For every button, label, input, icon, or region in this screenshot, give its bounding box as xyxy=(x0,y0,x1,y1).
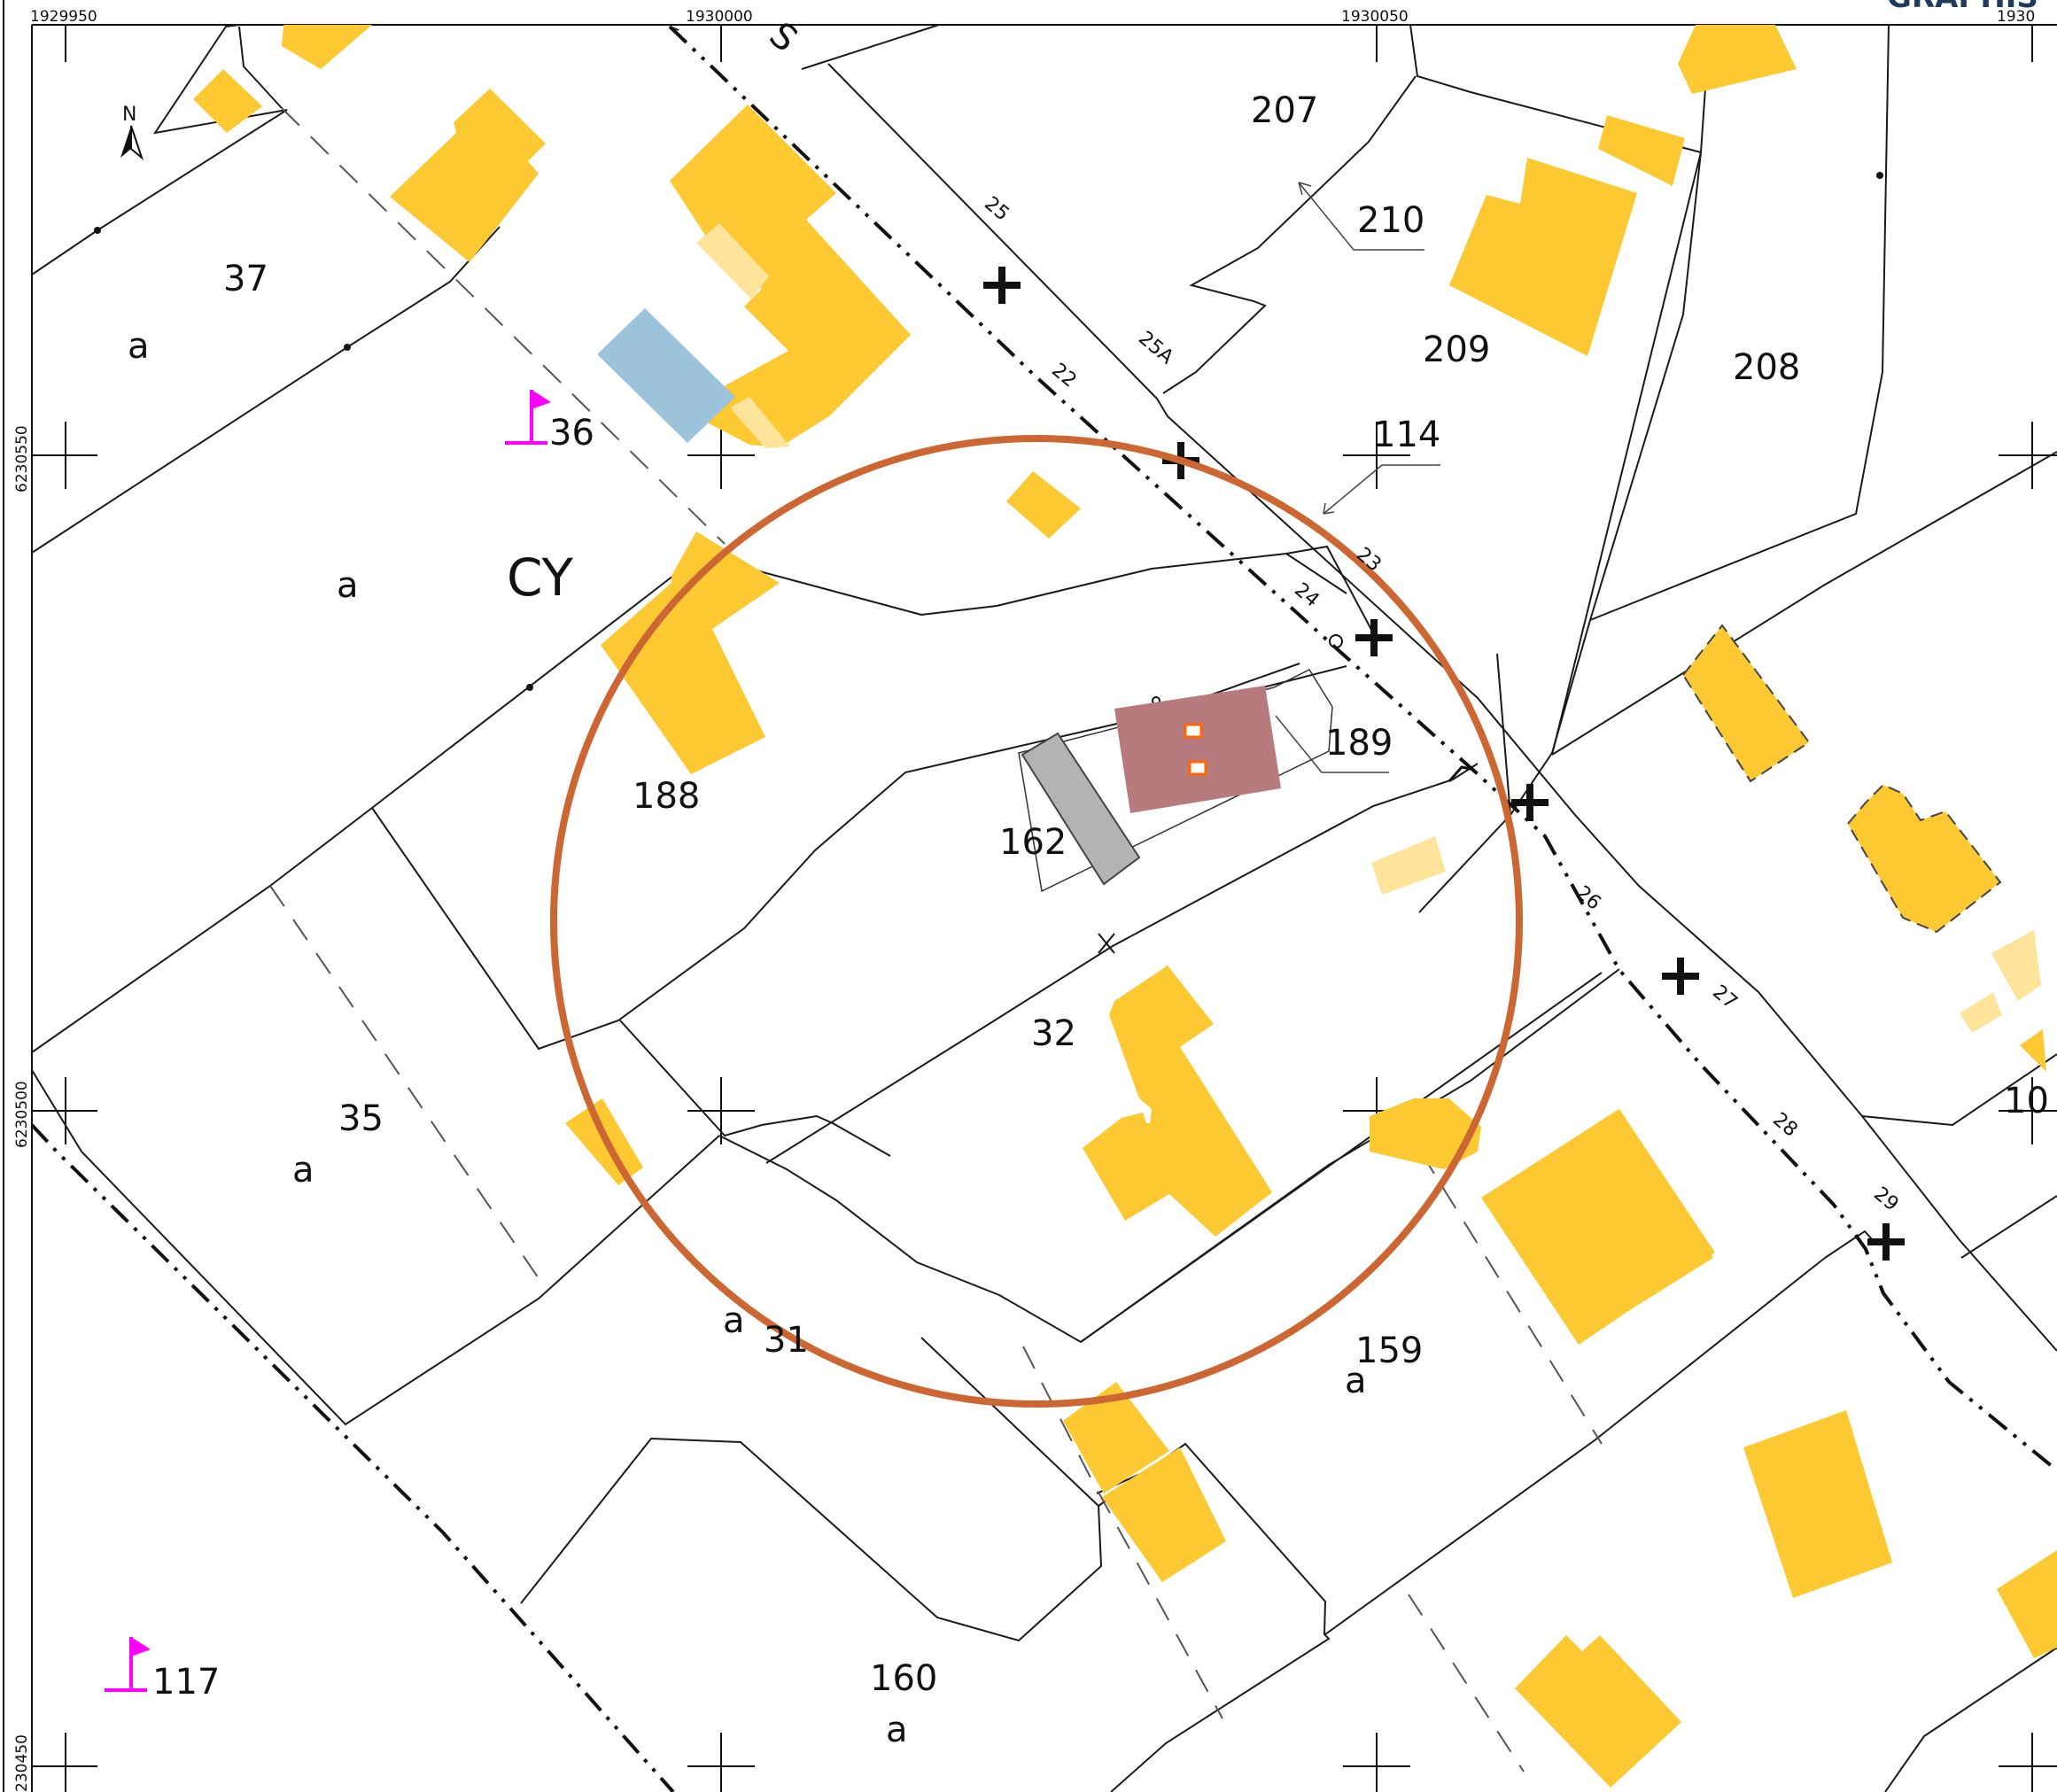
parcel-number: 159 xyxy=(1355,1330,1423,1371)
marker-x xyxy=(1098,933,1115,954)
street-numbers: 25 25A 22 23 24 26 27 28 29 S xyxy=(762,14,1903,1215)
building-light xyxy=(696,223,769,299)
street-number: 27 xyxy=(1708,981,1742,1013)
parcel-number: 32 xyxy=(1031,1013,1076,1054)
parcel-number: 114 xyxy=(1373,415,1440,455)
leader-lines xyxy=(1275,182,1440,773)
building xyxy=(1743,1410,1892,1598)
dashed-boundaries xyxy=(269,107,1603,1773)
parcel-number: 188 xyxy=(633,776,700,817)
parcel-number: 35 xyxy=(338,1098,384,1139)
marker-plus-5 xyxy=(1662,958,1699,995)
parcel-number: 10 xyxy=(2004,1081,2049,1121)
building-light xyxy=(1370,1098,1481,1169)
subparcel-letter: a xyxy=(1345,1361,1367,1401)
subparcel-letters: a a a a a a xyxy=(128,326,1367,1750)
building xyxy=(193,69,262,133)
section-label: CY xyxy=(507,547,573,608)
north-arrow-icon: N xyxy=(120,104,144,161)
water-tank xyxy=(597,308,735,443)
building xyxy=(282,25,372,69)
building xyxy=(1678,25,1797,94)
subparcel-letter: a xyxy=(292,1150,314,1191)
roof-window-marker xyxy=(1188,760,1207,776)
grid-crosses xyxy=(32,25,2057,1792)
lot-outline xyxy=(1018,669,1333,893)
parcel-number: 189 xyxy=(1325,723,1393,764)
marker-plus-4 xyxy=(1511,784,1549,821)
coordinate-labels: 1929950 1930000 1930050 1930 6230550 623… xyxy=(13,0,2038,1792)
road-letter: S xyxy=(762,14,805,60)
building xyxy=(1997,1550,2057,1658)
street-number: 23 xyxy=(1352,543,1386,576)
street-number: 29 xyxy=(1869,1183,1903,1215)
building xyxy=(390,89,546,262)
parcel-number: 37 xyxy=(223,259,268,299)
flag-icon xyxy=(505,390,551,445)
marker-circle xyxy=(1329,634,1343,648)
building xyxy=(1063,1382,1169,1493)
subparcel-letter: a xyxy=(886,1710,908,1750)
coord-left-1: 6230550 xyxy=(13,425,31,493)
subparcel-letter: a xyxy=(128,326,150,367)
building xyxy=(1598,115,1685,186)
coord-left-2: 6230500 xyxy=(13,1081,31,1148)
building xyxy=(670,105,911,447)
building xyxy=(2020,1029,2046,1072)
marker-plus-3 xyxy=(1355,619,1393,656)
parcel-number: 162 xyxy=(999,822,1067,863)
parcel-labels: 37 36 207 210 209 208 114 188 189 162 32… xyxy=(152,90,2049,1703)
building-light xyxy=(1371,836,1446,895)
subparcel-letter: a xyxy=(723,1300,745,1341)
flag-icon xyxy=(105,1637,151,1692)
radius-circle xyxy=(550,435,1523,1408)
building-dashed xyxy=(1681,624,1811,783)
marker-plus-1 xyxy=(983,267,1021,304)
building xyxy=(1515,1635,1681,1788)
building xyxy=(601,531,780,774)
parcel-number: 210 xyxy=(1357,200,1424,241)
street-number: 28 xyxy=(1768,1108,1802,1141)
north-label: N xyxy=(122,104,136,126)
building-light xyxy=(1991,930,2041,1001)
coord-top-4: 1930 xyxy=(1997,8,2035,26)
coord-top-3: 1930050 xyxy=(1341,8,1409,26)
road-lines xyxy=(30,25,2057,1792)
parcel-boundaries xyxy=(31,24,2057,1792)
parcel-number: 160 xyxy=(870,1658,937,1699)
building-dashed xyxy=(1846,783,2002,934)
parcel-number: 117 xyxy=(152,1662,220,1703)
coord-top-2: 1930000 xyxy=(686,8,753,26)
marker-plus-6 xyxy=(1867,1223,1905,1261)
building-light xyxy=(1960,992,2002,1033)
brand-logo-text: GRAPHIS xyxy=(1887,0,2038,15)
roof-window-marker xyxy=(1184,723,1203,739)
street-number: 24 xyxy=(1290,578,1323,611)
boundary-markers xyxy=(94,172,1905,1261)
annex-building xyxy=(1021,732,1141,886)
building xyxy=(1006,471,1081,539)
main-house-roof xyxy=(1114,686,1281,813)
parcel-number: 36 xyxy=(549,413,594,454)
coord-left-3: 230450 xyxy=(13,1734,31,1792)
building xyxy=(1449,158,1637,356)
street-number: 26 xyxy=(1572,881,1605,914)
coord-top-1: 1929950 xyxy=(30,8,97,26)
parcel-number: 209 xyxy=(1423,330,1490,370)
street-number: 22 xyxy=(1047,359,1081,392)
building xyxy=(1483,1111,1713,1341)
street-number: 25A xyxy=(1134,327,1177,368)
street-number: 25 xyxy=(980,192,1013,225)
subject-property xyxy=(1018,669,1333,893)
subparcel-letter: a xyxy=(337,565,359,606)
parcel-number: 207 xyxy=(1251,90,1318,131)
building-light xyxy=(730,397,790,448)
building xyxy=(1102,1447,1226,1582)
buildings xyxy=(193,25,2057,1788)
building xyxy=(1083,966,1272,1237)
parcel-number: 208 xyxy=(1733,347,1800,388)
parcel-number: 31 xyxy=(764,1320,809,1361)
